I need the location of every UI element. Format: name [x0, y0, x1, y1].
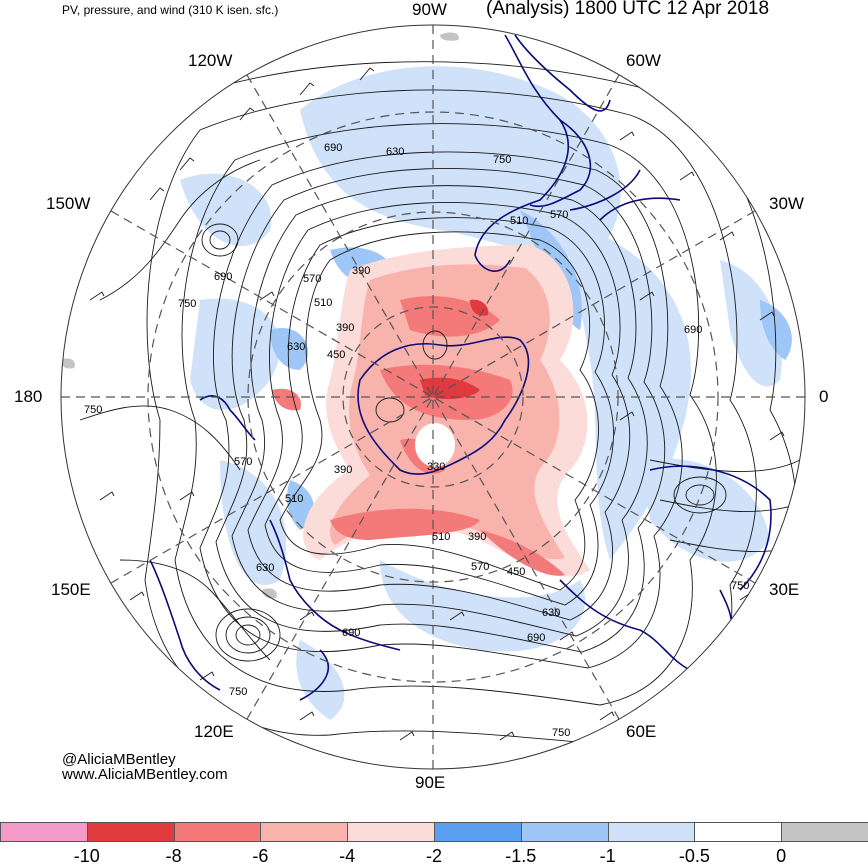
contour-label: 750 — [178, 298, 196, 310]
contour-label: 390 — [352, 265, 370, 277]
lon-label-30w: 30W — [769, 194, 804, 213]
contour-label: 450 — [507, 566, 525, 578]
lon-label-0: 0 — [819, 387, 829, 406]
lon-label-90e: 90E — [415, 773, 446, 792]
graticule — [61, 25, 805, 769]
colorbar-tick-label: -6 — [252, 846, 269, 866]
contour-label: 570 — [303, 273, 321, 285]
author-handle: @AliciaMBentley — [62, 751, 176, 768]
author-website: www.AliciaMBentley.com — [62, 766, 228, 783]
valid-time-title: (Analysis) 1800 UTC 12 Apr 2018 — [486, 0, 770, 19]
pv-gray-patches — [61, 32, 459, 599]
polar-stereographic-map: 690 630 750 510 570 690 570 390 750 510 … — [60, 24, 806, 770]
contour-label: 570 — [550, 209, 568, 221]
pressure-contours — [79, 61, 805, 769]
contour-label: 750 — [493, 154, 511, 166]
contour-label: 630 — [386, 146, 404, 158]
colorbar-box — [86, 822, 175, 842]
colorbar-box — [520, 822, 609, 842]
contour-label: 450 — [327, 349, 345, 361]
contour-label: 330 — [427, 461, 445, 473]
contour-label: 570 — [471, 561, 489, 573]
contour-label: 510 — [432, 531, 450, 543]
colorbar-box — [173, 822, 262, 842]
colorbar-tick-label: -1 — [599, 846, 616, 866]
lon-label-30e: 30E — [769, 580, 800, 599]
contour-label-layer: 690 630 750 510 570 690 570 390 750 510 … — [84, 142, 749, 739]
colorbar-tick-label: 0 — [776, 846, 787, 866]
contour-label: 690 — [214, 271, 232, 283]
contour-label: 750 — [229, 686, 247, 698]
colorbar-tick-label: -8 — [165, 846, 182, 866]
map-boundary-circle — [60, 24, 806, 770]
colorbar-box — [260, 822, 349, 842]
contour-label: 510 — [285, 493, 303, 505]
map-field — [61, 25, 805, 769]
contour-label: 630 — [542, 607, 560, 619]
contour-label: 690 — [342, 627, 360, 639]
contour-label: 750 — [84, 404, 102, 416]
contour-label: 690 — [324, 142, 342, 154]
colorbar-tick-label: -2 — [425, 846, 443, 866]
contour-label: 690 — [527, 632, 545, 644]
lon-label-150e: 150E — [51, 580, 91, 599]
lon-label-60e: 60E — [626, 722, 657, 741]
contour-label: 390 — [468, 531, 486, 543]
contour-label: 630 — [287, 341, 305, 353]
lon-label-180: 180 — [14, 387, 43, 406]
colorbar-box — [694, 822, 783, 842]
lon-label-120w: 120W — [188, 51, 233, 70]
lon-label-60w: 60W — [626, 51, 661, 70]
lon-label-90w: 90W — [412, 0, 447, 19]
contour-label: 570 — [234, 456, 252, 468]
colorbar-box — [0, 822, 88, 842]
colorbar-box — [607, 822, 696, 842]
contour-label: 510 — [510, 215, 528, 227]
contour-label: 510 — [314, 297, 332, 309]
colorbar-box — [347, 822, 435, 842]
lon-label-120e: 120E — [194, 722, 234, 741]
contour-label: 390 — [334, 464, 352, 476]
contour-label: 690 — [684, 324, 702, 336]
colorbar-tick-label: -1.5 — [505, 846, 537, 866]
colorbar-box — [781, 822, 868, 842]
lon-label-150w: 150W — [46, 194, 91, 213]
colorbar-tick-label: -0.5 — [678, 846, 710, 866]
contour-label: 630 — [256, 562, 274, 574]
colorbar-tick-label: -10 — [73, 846, 100, 866]
contour-label: 750 — [552, 727, 570, 739]
contour-label: 750 — [731, 580, 749, 592]
contour-label: 390 — [336, 322, 354, 334]
colorbar-tick-label: -4 — [339, 846, 356, 866]
colorbar-box — [433, 822, 522, 842]
colorbar — [0, 822, 868, 842]
product-title: PV, pressure, and wind (310 K isen. sfc.… — [62, 3, 279, 17]
